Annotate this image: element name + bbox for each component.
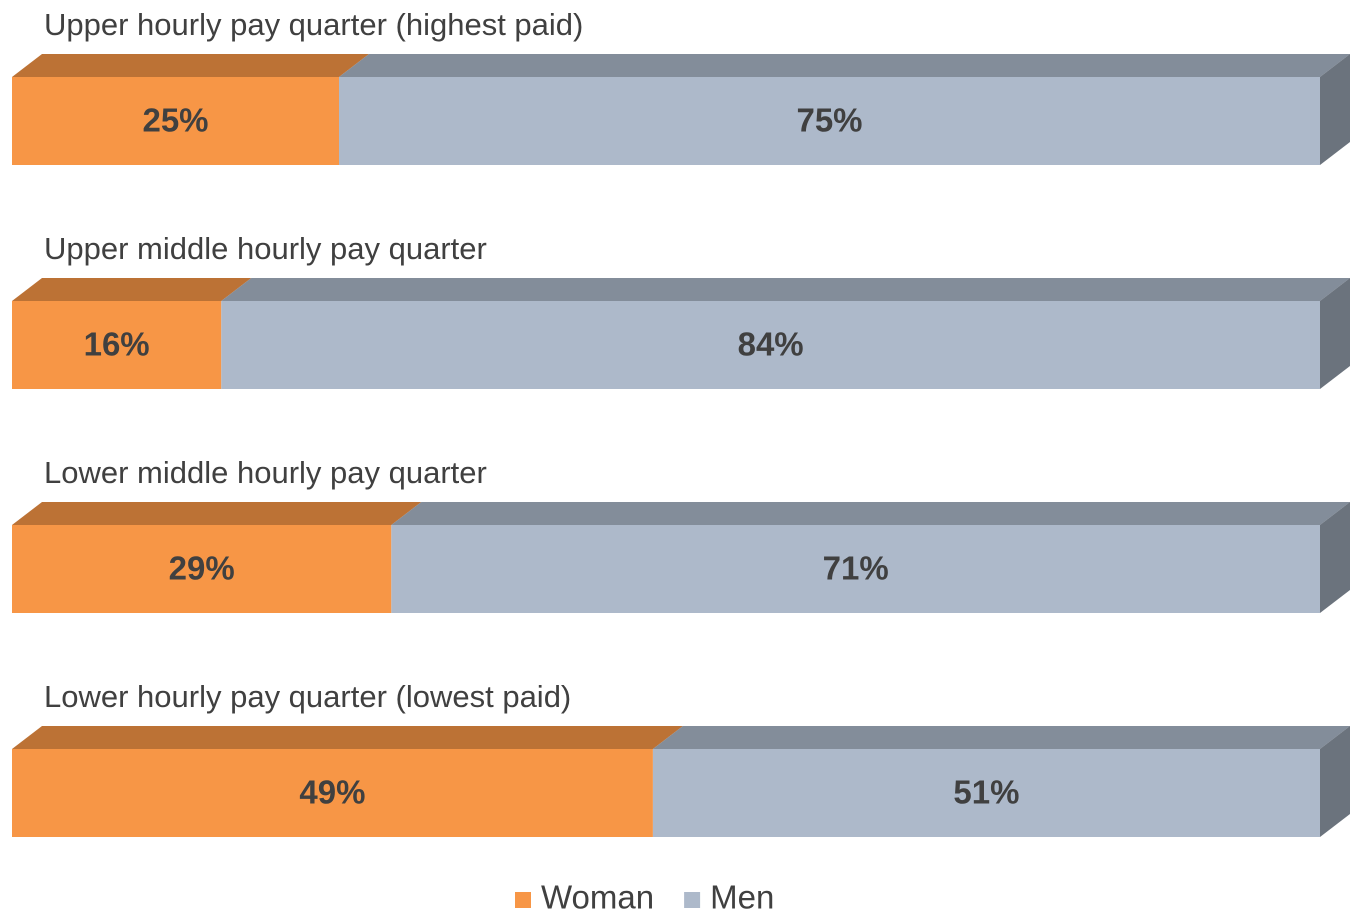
bar-top [391,502,1350,525]
bar-top [221,278,1350,301]
category-label: Lower hourly pay quarter (lowest paid) [44,679,571,714]
value-label: 75% [796,102,862,139]
bar-top [12,502,422,525]
category-label: Upper hourly pay quarter (highest paid) [44,7,583,42]
bar-side [1320,54,1350,165]
bar-side [1320,726,1350,837]
value-label: 16% [84,326,150,363]
legend-label: Men [710,879,774,916]
bar-side [1320,502,1350,613]
bar-top [339,54,1350,77]
category-label: Lower middle hourly pay quarter [44,455,487,490]
bar [12,301,222,389]
bar [652,749,1320,837]
value-label: 25% [142,102,208,139]
legend-swatch [684,892,701,908]
bar [12,77,339,165]
bar [12,749,653,837]
bar-side [1320,278,1350,389]
bar-top [12,54,369,77]
value-label: 49% [299,774,365,811]
bar [221,301,1320,389]
bar-top [12,726,683,749]
value-label: 29% [169,550,235,587]
bar [339,77,1320,165]
bar-top [12,278,252,301]
legend-label: Woman [541,879,654,916]
value-label: 84% [738,326,804,363]
bar [391,525,1320,613]
bar [12,525,392,613]
value-label: 71% [823,550,889,587]
bar-top [652,726,1350,749]
legend-swatch [515,892,531,908]
category-label: Upper middle hourly pay quarter [44,231,487,266]
value-label: 51% [953,774,1019,811]
